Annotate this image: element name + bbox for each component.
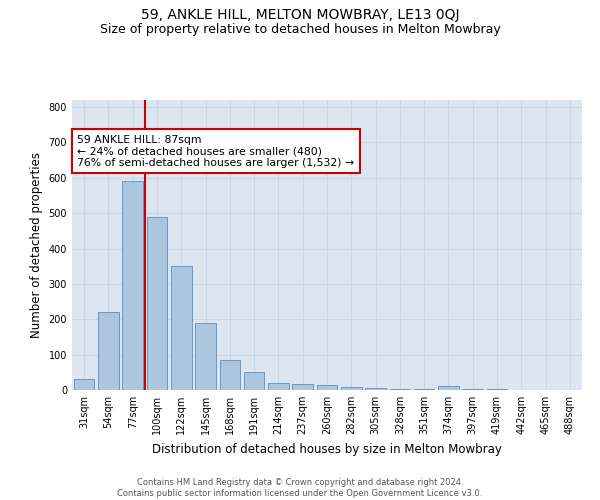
Bar bbox=[195, 323, 216, 390]
Bar bbox=[146, 216, 167, 390]
Text: Contains HM Land Registry data © Crown copyright and database right 2024.
Contai: Contains HM Land Registry data © Crown c… bbox=[118, 478, 482, 498]
Bar bbox=[365, 388, 386, 390]
Bar bbox=[292, 384, 313, 390]
Text: Size of property relative to detached houses in Melton Mowbray: Size of property relative to detached ho… bbox=[100, 22, 500, 36]
Bar bbox=[317, 384, 337, 390]
Bar bbox=[98, 312, 119, 390]
Bar bbox=[122, 182, 143, 390]
Text: 59, ANKLE HILL, MELTON MOWBRAY, LE13 0QJ: 59, ANKLE HILL, MELTON MOWBRAY, LE13 0QJ bbox=[141, 8, 459, 22]
Bar bbox=[268, 383, 289, 390]
Bar bbox=[244, 372, 265, 390]
Bar bbox=[389, 389, 410, 390]
Y-axis label: Number of detached properties: Number of detached properties bbox=[30, 152, 43, 338]
Bar bbox=[438, 386, 459, 390]
Text: 59 ANKLE HILL: 87sqm
← 24% of detached houses are smaller (480)
76% of semi-deta: 59 ANKLE HILL: 87sqm ← 24% of detached h… bbox=[77, 135, 354, 168]
Bar bbox=[171, 266, 191, 390]
Text: Distribution of detached houses by size in Melton Mowbray: Distribution of detached houses by size … bbox=[152, 442, 502, 456]
Bar bbox=[341, 387, 362, 390]
Bar bbox=[74, 380, 94, 390]
Bar bbox=[220, 360, 240, 390]
